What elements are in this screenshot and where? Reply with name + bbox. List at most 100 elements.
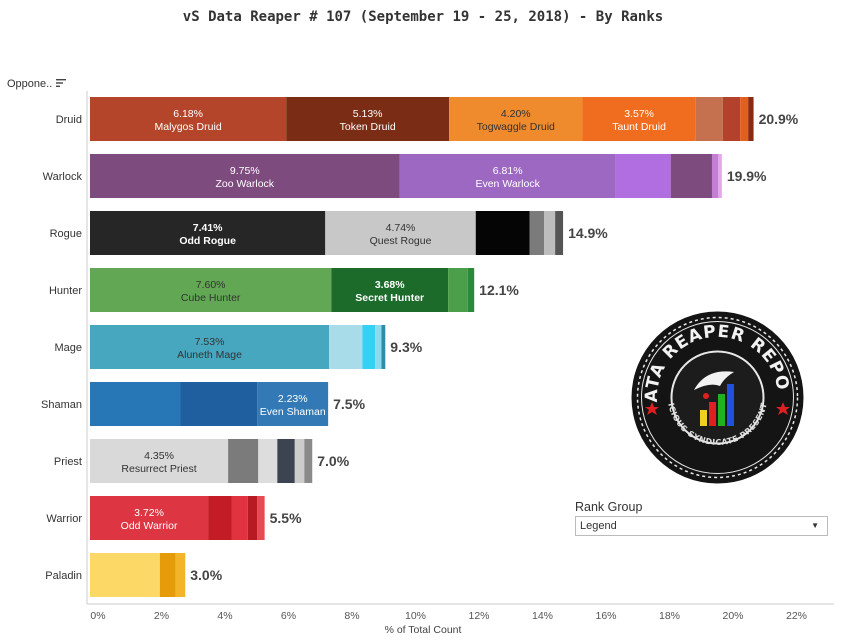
bar-segment[interactable] [740, 97, 749, 141]
bar-segment[interactable] [159, 553, 176, 597]
rank-group-title: Rank Group [575, 500, 643, 514]
bar-segment[interactable] [329, 325, 363, 369]
segment-value-label: 3.57% [624, 108, 654, 120]
x-tick-label: 6% [281, 610, 296, 622]
segment-archetype-label: Zoo Warlock [216, 178, 275, 190]
data-reaper-report-logo: DATA REAPER REPORT VICIOUS SYNDICATE PRE… [630, 310, 804, 484]
bar-segment[interactable] [582, 97, 696, 141]
x-axis-title: % of Total Count [384, 624, 462, 636]
bar-segment[interactable] [294, 439, 305, 483]
x-tick-label: 0% [90, 610, 105, 622]
sort-descending-icon[interactable] [56, 78, 66, 88]
segment-value-label: 6.18% [173, 108, 203, 120]
bar-segment[interactable] [670, 154, 712, 198]
bar-segment[interactable] [718, 154, 722, 198]
category-label-priest: Priest [54, 456, 82, 468]
x-tick-label: 12% [468, 610, 489, 622]
category-label-hunter: Hunter [49, 285, 82, 297]
bar-segment[interactable] [90, 496, 209, 540]
chart-title: vS Data Reaper # 107 (September 19 - 25,… [182, 9, 664, 25]
total-value-label: 12.1% [479, 282, 519, 298]
segment-archetype-label: Cube Hunter [181, 292, 241, 304]
bar-segment[interactable] [90, 211, 326, 255]
bar-segment[interactable] [286, 97, 450, 141]
bar-segment[interactable] [325, 211, 476, 255]
x-tick-label: 8% [344, 610, 359, 622]
bar-segment[interactable] [90, 325, 330, 369]
segment-value-label: 6.81% [493, 165, 523, 177]
segment-archetype-label: Secret Hunter [355, 292, 424, 304]
bar-segment[interactable] [722, 97, 741, 141]
bar-segment[interactable] [399, 154, 616, 198]
segment-value-label: 3.68% [375, 279, 405, 291]
x-tick-label: 10% [405, 610, 426, 622]
segment-archetype-label: Token Druid [340, 121, 396, 133]
bar-segment[interactable] [208, 496, 232, 540]
logo-bars-icon [700, 384, 734, 426]
segment-archetype-label: Even Shaman [260, 406, 326, 418]
rank-group-select[interactable]: Legend ▼ [575, 516, 828, 536]
bar-segment[interactable] [277, 439, 295, 483]
segment-value-label: 7.60% [196, 279, 226, 291]
bar-segment[interactable] [475, 211, 530, 255]
chevron-down-icon: ▼ [811, 521, 819, 530]
segment-value-label: 3.72% [134, 507, 164, 519]
x-tick-label: 20% [722, 610, 743, 622]
bar-segment[interactable] [695, 97, 723, 141]
bar-segment[interactable] [375, 325, 382, 369]
x-tick-label: 2% [154, 610, 169, 622]
bar-segment[interactable] [175, 553, 186, 597]
bar-segment[interactable] [448, 268, 468, 312]
segment-value-label: 7.41% [193, 222, 223, 234]
bar-segment[interactable] [90, 439, 229, 483]
bar-segment[interactable] [467, 268, 475, 312]
bar-segment[interactable] [544, 211, 556, 255]
total-value-label: 9.3% [390, 339, 422, 355]
bar-segment[interactable] [711, 154, 719, 198]
bar-segment[interactable] [90, 268, 332, 312]
opponent-header[interactable]: Oppone.. [7, 78, 53, 90]
bar-segment[interactable] [257, 496, 265, 540]
bar-segment[interactable] [381, 325, 386, 369]
segment-archetype-label: Odd Rogue [179, 235, 236, 247]
bar-segment[interactable] [90, 553, 160, 597]
bar-segment[interactable] [180, 382, 258, 426]
bar-segment[interactable] [231, 496, 248, 540]
bar-segment[interactable] [90, 154, 400, 198]
bar-segment[interactable] [247, 496, 258, 540]
category-label-shaman: Shaman [41, 399, 82, 411]
category-label-mage: Mage [54, 342, 82, 354]
segment-archetype-label: Even Warlock [475, 178, 540, 190]
segment-archetype-label: Togwaggle Druid [477, 121, 555, 133]
total-value-label: 3.0% [190, 567, 222, 583]
segment-value-label: 5.13% [353, 108, 383, 120]
segment-archetype-label: Odd Warrior [121, 520, 178, 532]
segment-value-label: 7.53% [195, 336, 225, 348]
segment-value-label: 4.74% [386, 222, 416, 234]
x-tick-label: 14% [532, 610, 553, 622]
bar-segment[interactable] [748, 97, 754, 141]
total-value-label: 14.9% [568, 225, 608, 241]
segment-value-label: 4.35% [144, 450, 174, 462]
bar-segment[interactable] [304, 439, 313, 483]
bar-segment[interactable] [257, 382, 329, 426]
segment-archetype-label: Resurrect Priest [121, 463, 196, 475]
segment-value-label: 9.75% [230, 165, 260, 177]
x-tick-label: 22% [786, 610, 807, 622]
category-label-paladin: Paladin [45, 570, 82, 582]
bar-segment[interactable] [90, 97, 287, 141]
bar-segment[interactable] [228, 439, 259, 483]
x-tick-label: 16% [595, 610, 616, 622]
bar-segment[interactable] [555, 211, 564, 255]
bar-segment[interactable] [258, 439, 278, 483]
segment-archetype-label: Malygos Druid [155, 121, 222, 133]
bar-segment[interactable] [615, 154, 671, 198]
bar-segment[interactable] [529, 211, 545, 255]
x-tick-label: 18% [659, 610, 680, 622]
bar-segment[interactable] [90, 382, 181, 426]
bar-segment[interactable] [362, 325, 376, 369]
total-value-label: 20.9% [759, 111, 799, 127]
bar-segment[interactable] [449, 97, 583, 141]
segment-value-label: 2.23% [278, 393, 308, 405]
bar-segment[interactable] [331, 268, 449, 312]
